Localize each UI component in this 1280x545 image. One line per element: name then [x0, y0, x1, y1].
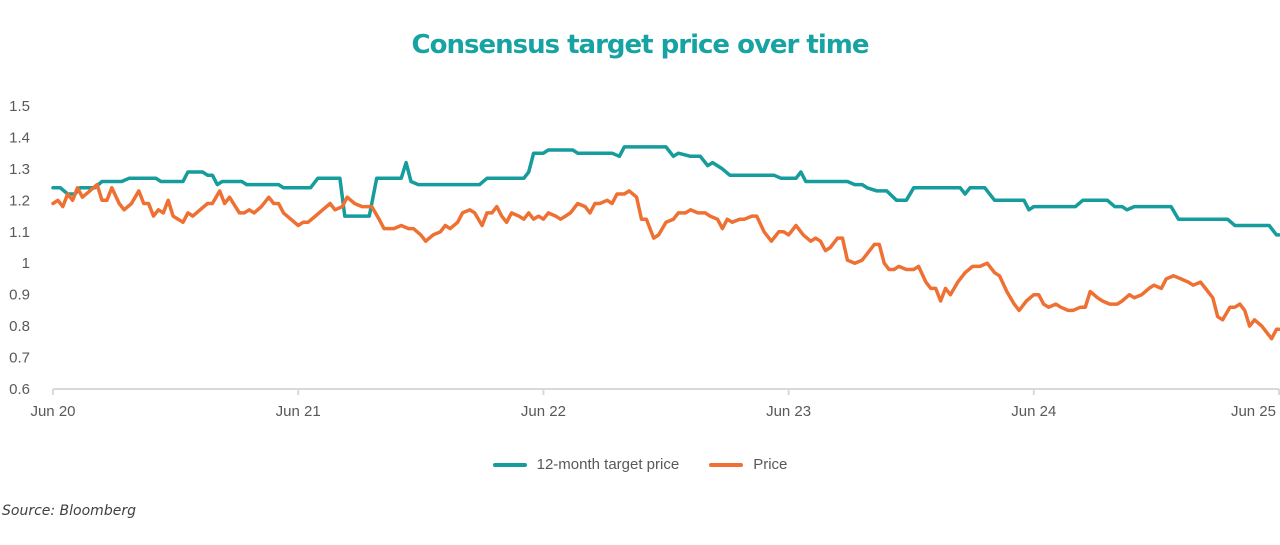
legend-label-target-price: 12-month target price	[536, 456, 680, 473]
y-tick-label: 0.7	[9, 350, 30, 367]
y-tick-label: 1.5	[9, 98, 30, 115]
legend-swatch-price	[709, 462, 744, 467]
x-tick-label: Jun 23	[766, 403, 811, 420]
legend-swatch-target-price	[492, 462, 527, 467]
series-layer	[51, 145, 1280, 341]
y-tick-label: 1.2	[9, 192, 30, 209]
chart-title: Consensus target price over time	[411, 30, 870, 60]
source-note: Source: Bloomberg	[2, 503, 136, 519]
y-tick-label: 1.3	[9, 161, 30, 178]
legend-label-price: Price	[753, 456, 788, 473]
series-line-12-month-target-price	[51, 145, 1280, 237]
series-line-price	[51, 182, 1280, 341]
y-tick-label: 0.8	[9, 318, 30, 335]
x-tick-label: Jun 21	[276, 403, 321, 420]
y-tick-label: 0.6	[9, 381, 30, 398]
x-tick-label: Jun 22	[521, 403, 566, 420]
y-tick-label: 1.1	[9, 224, 30, 241]
x-tick-label: Jun 25	[1231, 403, 1276, 420]
y-tick-label: 0.9	[9, 287, 30, 304]
y-tick-label: 1.4	[9, 129, 30, 146]
x-axis: Jun 20 Jun 21 Jun 22 Jun 23 Jun 24 Jun 25	[30, 388, 1280, 420]
legend-item-target-price: 12-month target price	[492, 456, 680, 473]
x-tick-label: Jun 20	[30, 403, 75, 420]
y-axis: 1.5 1.4 1.3 1.2 1.1 1 0.9 0.8 0.7 0.6	[9, 98, 30, 398]
legend: 12-month target price Price	[0, 456, 1280, 473]
legend-item-price: Price	[709, 456, 787, 473]
x-tick-label: Jun 24	[1011, 403, 1056, 420]
y-tick-label: 1	[22, 255, 30, 272]
